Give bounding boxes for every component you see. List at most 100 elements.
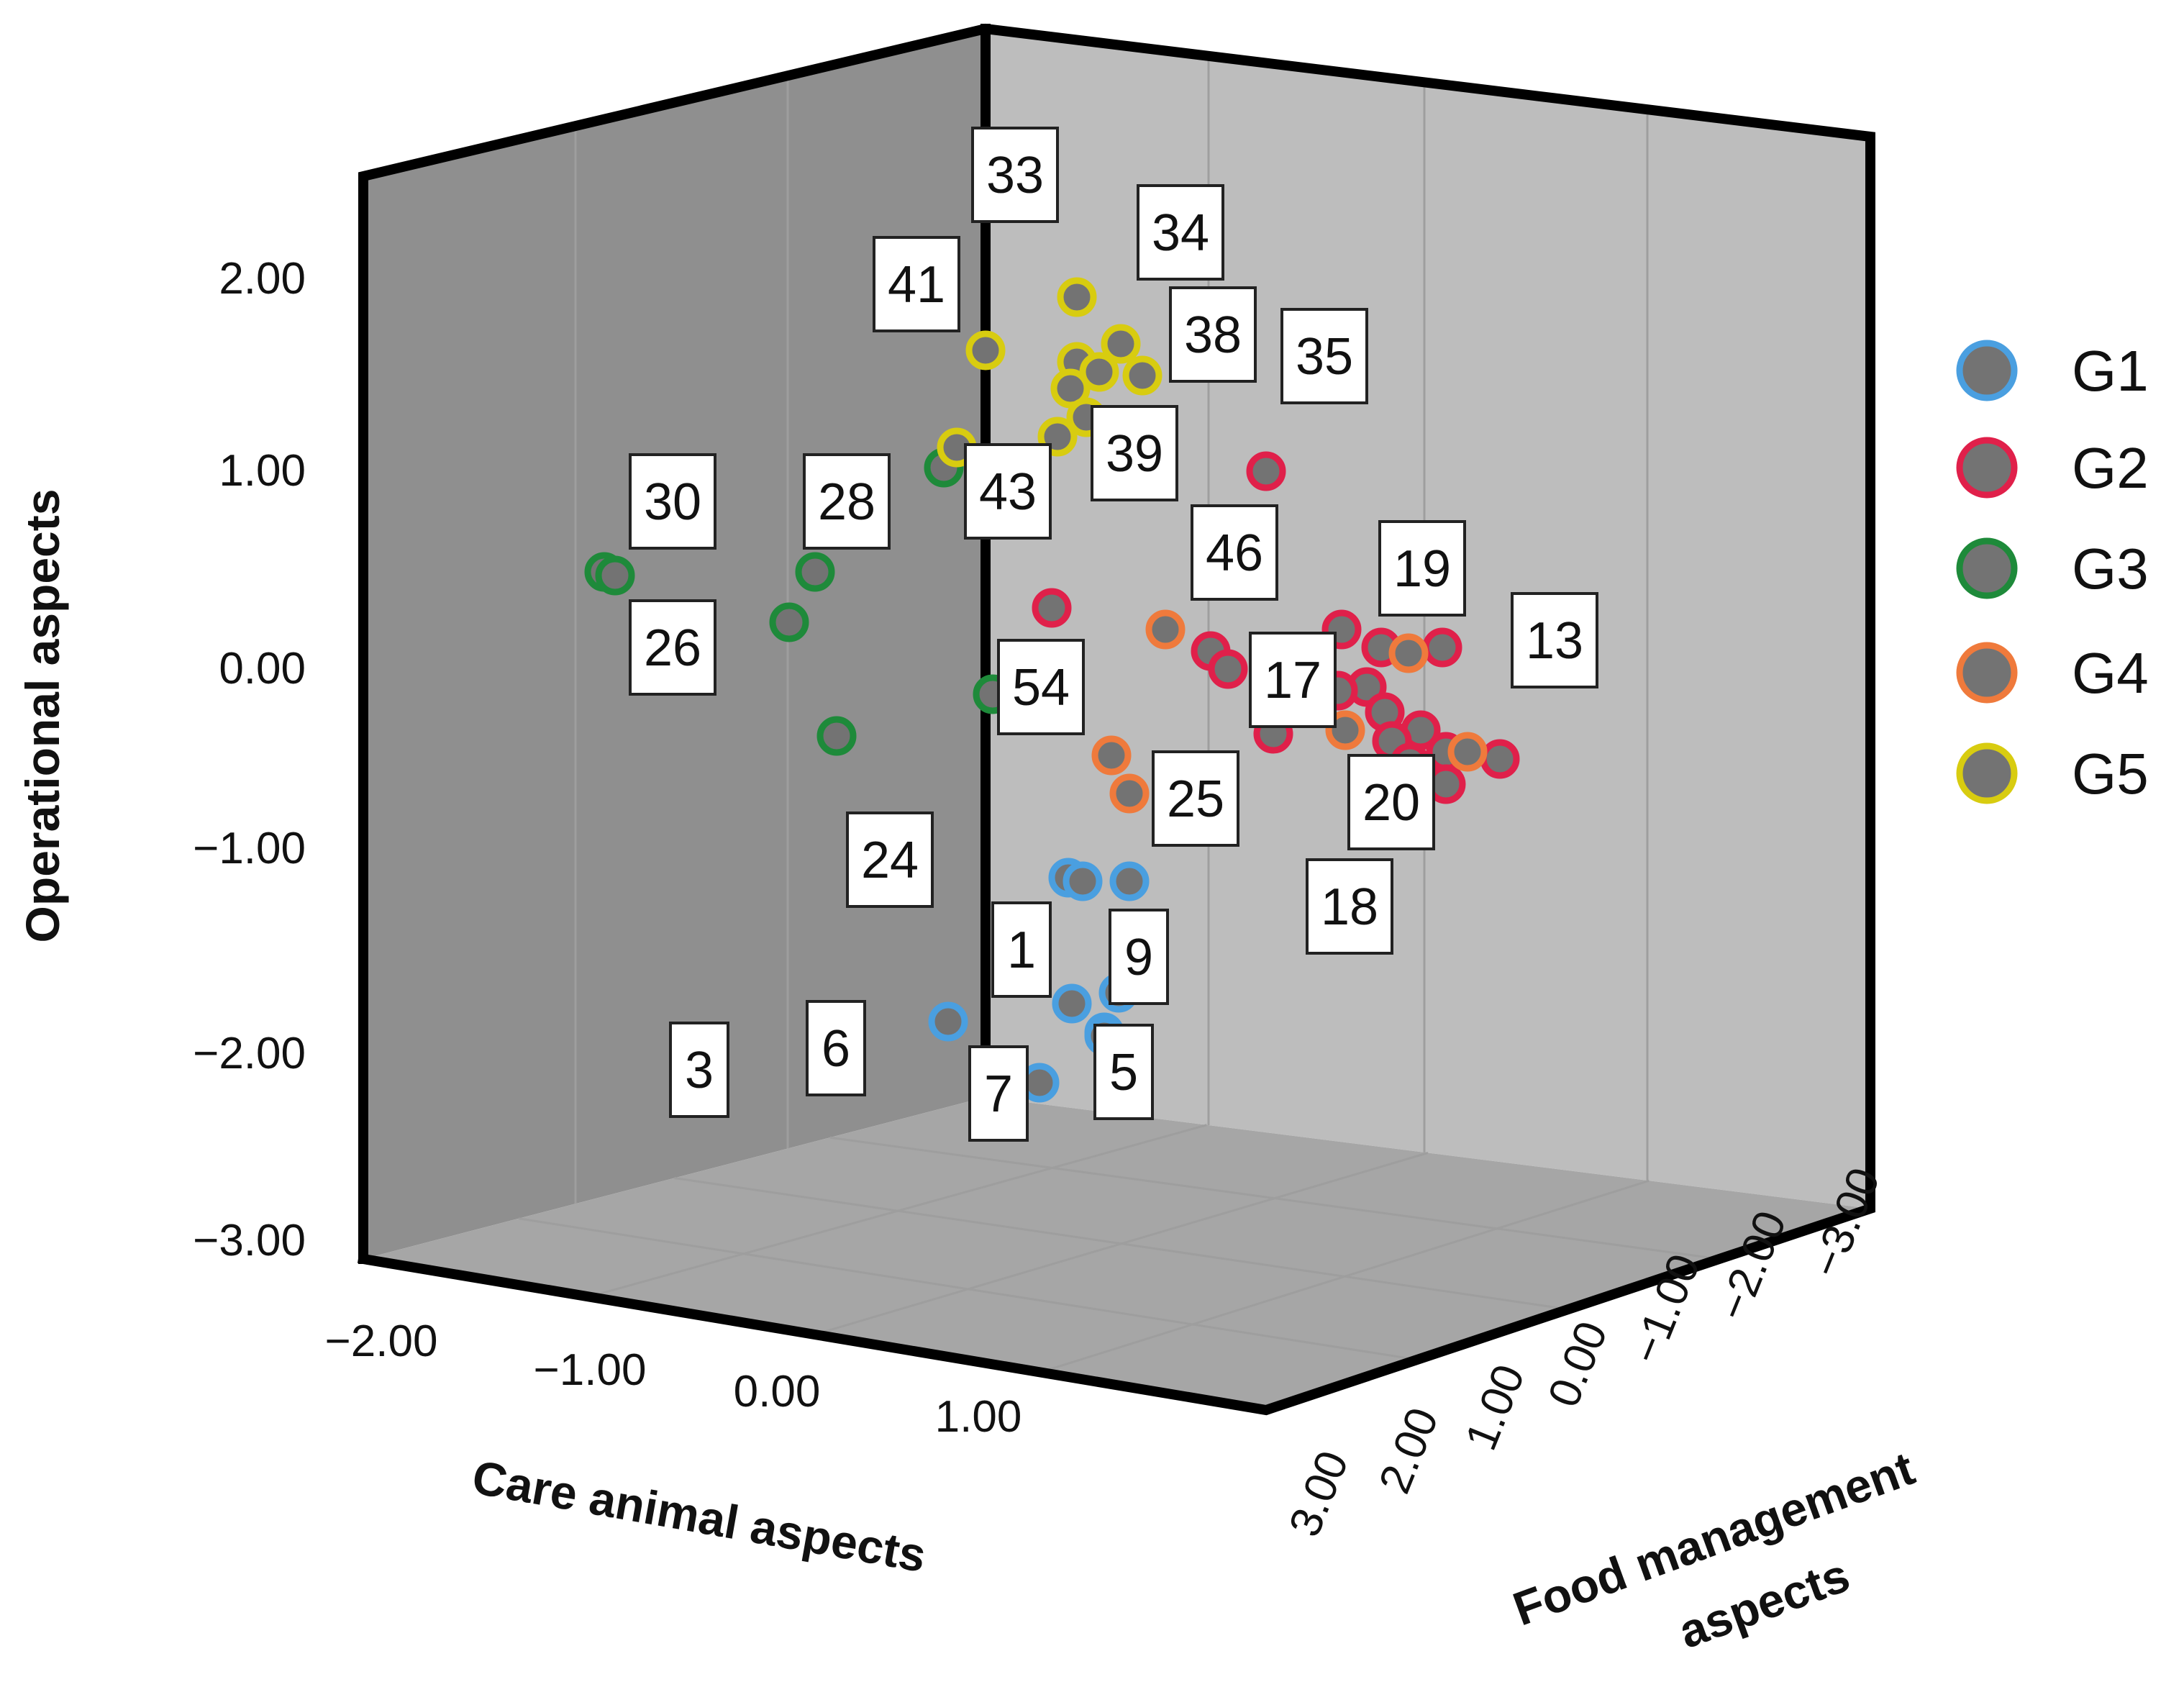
point-label-box — [803, 453, 891, 550]
point-label: 9 — [1124, 929, 1153, 986]
point-label: 5 — [1109, 1044, 1138, 1101]
point-label: 20 — [1362, 774, 1420, 832]
data-point-g1 — [1063, 861, 1103, 901]
point-label-box — [629, 599, 716, 696]
data-point-g5 — [1122, 355, 1162, 396]
point-label-box — [806, 1000, 866, 1096]
point-label: 54 — [1012, 659, 1070, 717]
data-point-g5 — [1050, 368, 1091, 409]
point-label-box — [971, 127, 1059, 223]
point-label: 3 — [685, 1042, 714, 1099]
data-point-g3 — [795, 552, 835, 592]
data-points — [584, 277, 1520, 1103]
point-label-box — [964, 443, 1052, 540]
point-label: 26 — [644, 619, 701, 677]
x-axis-title: Care animal aspects — [468, 1450, 929, 1582]
data-point-g5 — [1079, 352, 1119, 392]
legend-marker-g5 — [1956, 742, 2018, 804]
point-label-box — [1511, 592, 1598, 688]
point-label-box — [669, 1022, 729, 1118]
x-tick-label: 0.00 — [734, 1367, 821, 1417]
data-point-g2 — [1480, 739, 1520, 779]
frame-outline — [357, 23, 1875, 1416]
legend-marker-g3 — [1956, 537, 2018, 599]
legend-marker-g2 — [1956, 437, 2018, 499]
point-label: 13 — [1526, 612, 1583, 670]
point-label: 38 — [1184, 306, 1242, 364]
gridline — [829, 1136, 1720, 1260]
point-label-box — [1306, 858, 1393, 955]
data-point-g1 — [1052, 983, 1092, 1024]
point-label: 43 — [979, 463, 1037, 521]
point-label: 30 — [644, 473, 701, 531]
legend-label-g3: G3 — [2072, 537, 2149, 601]
data-point-g4 — [1109, 773, 1150, 814]
point-label-box — [1137, 184, 1224, 281]
y-tick-label: −2.00 — [193, 1029, 306, 1078]
data-point-g5 — [1057, 277, 1097, 317]
point-label-box — [873, 236, 960, 332]
point-label-box — [1347, 754, 1435, 850]
z-tick-label: 2.00 — [1370, 1401, 1448, 1501]
point-label: 24 — [861, 832, 919, 889]
point-label: 18 — [1321, 878, 1378, 936]
point-label-box — [1191, 504, 1278, 601]
point-label: 7 — [984, 1065, 1013, 1123]
data-point-g5 — [965, 330, 1006, 370]
z-tick-label: 1.00 — [1456, 1358, 1534, 1458]
point-label-box — [1169, 286, 1257, 383]
y-tick-label: −3.00 — [193, 1216, 306, 1265]
point-label-box — [629, 453, 716, 550]
point-label: 39 — [1106, 425, 1163, 483]
gridline — [1039, 1179, 1650, 1373]
data-point-g4 — [1145, 609, 1186, 650]
data-point-g3 — [769, 602, 809, 642]
point-label: 33 — [986, 147, 1044, 204]
point-label-box — [1280, 308, 1368, 404]
point-label-box — [1249, 632, 1337, 728]
x-tick-label: 1.00 — [935, 1392, 1022, 1442]
z-tick-label: 0.00 — [1539, 1315, 1617, 1414]
point-label: 46 — [1206, 524, 1263, 582]
data-point-g5 — [1101, 324, 1141, 364]
point-label: 6 — [822, 1020, 850, 1078]
data-point-g4 — [1388, 633, 1429, 673]
data-point-g4 — [1091, 735, 1132, 776]
point-label-box — [1378, 520, 1466, 617]
data-point-g1 — [1109, 861, 1150, 901]
point-label-box — [991, 901, 1052, 998]
data-point-g2 — [1422, 627, 1462, 668]
y-axis-title: Operational aspects — [16, 489, 69, 943]
point-label-box — [997, 639, 1085, 735]
z-tick-label: 3.00 — [1280, 1445, 1358, 1544]
point-label-box — [846, 811, 934, 908]
point-label: 28 — [818, 473, 875, 531]
legend-label-g5: G5 — [2072, 742, 2149, 806]
data-point-g2 — [1032, 588, 1072, 628]
legend: G1 G2 G3 G4 G5 — [1956, 339, 2149, 806]
gridline — [674, 1177, 1569, 1311]
point-label: 17 — [1264, 652, 1321, 709]
data-point-g4 — [1325, 710, 1365, 750]
point-label: 41 — [888, 256, 945, 314]
legend-marker-g1 — [1956, 340, 2018, 401]
data-point-g3 — [816, 716, 857, 756]
data-point-g2 — [1246, 451, 1286, 491]
point-label-box — [1152, 750, 1239, 847]
y-tick-label: 1.00 — [219, 446, 306, 496]
x-tick-label: −2.00 — [325, 1317, 438, 1366]
point-label: 1 — [1007, 922, 1036, 979]
point-label-box — [1093, 1024, 1154, 1120]
data-point-g2 — [1208, 649, 1248, 689]
data-point-g3 — [595, 555, 635, 596]
legend-label-g2: G2 — [2072, 436, 2149, 500]
y-tick-label: 0.00 — [219, 644, 306, 694]
y-tick-label: 2.00 — [219, 254, 306, 304]
point-label: 25 — [1167, 770, 1224, 828]
legend-label-g4: G4 — [2072, 641, 2149, 705]
point-label: 19 — [1393, 540, 1451, 598]
data-point-g1 — [928, 1001, 968, 1042]
point-label: 35 — [1296, 328, 1353, 386]
